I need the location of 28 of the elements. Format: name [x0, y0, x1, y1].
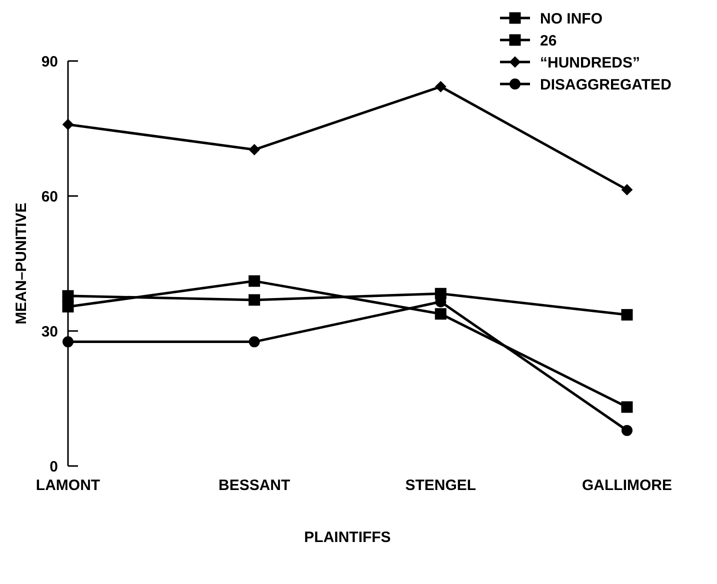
point [62, 118, 74, 130]
legend-label: 26 [540, 32, 557, 50]
x-tick-label: STENGEL [405, 477, 476, 494]
point [248, 275, 260, 287]
legend-label: “HUNDREDS” [540, 54, 640, 72]
point [248, 144, 260, 156]
point [434, 308, 446, 320]
y-axis-title: MEAN–PUNITIVE [13, 202, 30, 324]
point [622, 184, 632, 196]
x-axis-title: PLAINTIFFS [304, 529, 391, 546]
point [621, 401, 633, 413]
y-tick-label: 60 [41, 188, 58, 206]
x-tick-label: GALLIMORE [582, 477, 672, 494]
legend-label: NO INFO [540, 10, 603, 28]
point [622, 424, 632, 436]
y-tick-label: 90 [41, 53, 58, 70]
point [62, 300, 74, 312]
y-tick-label: 0 [50, 458, 58, 476]
point [248, 336, 260, 348]
point [435, 81, 446, 92]
legend-label: DISAGGREGATED [540, 76, 672, 94]
x-tick-label: BESSANT [218, 477, 290, 494]
y-tick-label: 30 [41, 323, 58, 340]
x-tick-label: LAMONT [36, 477, 100, 494]
point [62, 290, 74, 302]
point [248, 294, 260, 306]
point [62, 336, 74, 348]
point [621, 309, 633, 321]
